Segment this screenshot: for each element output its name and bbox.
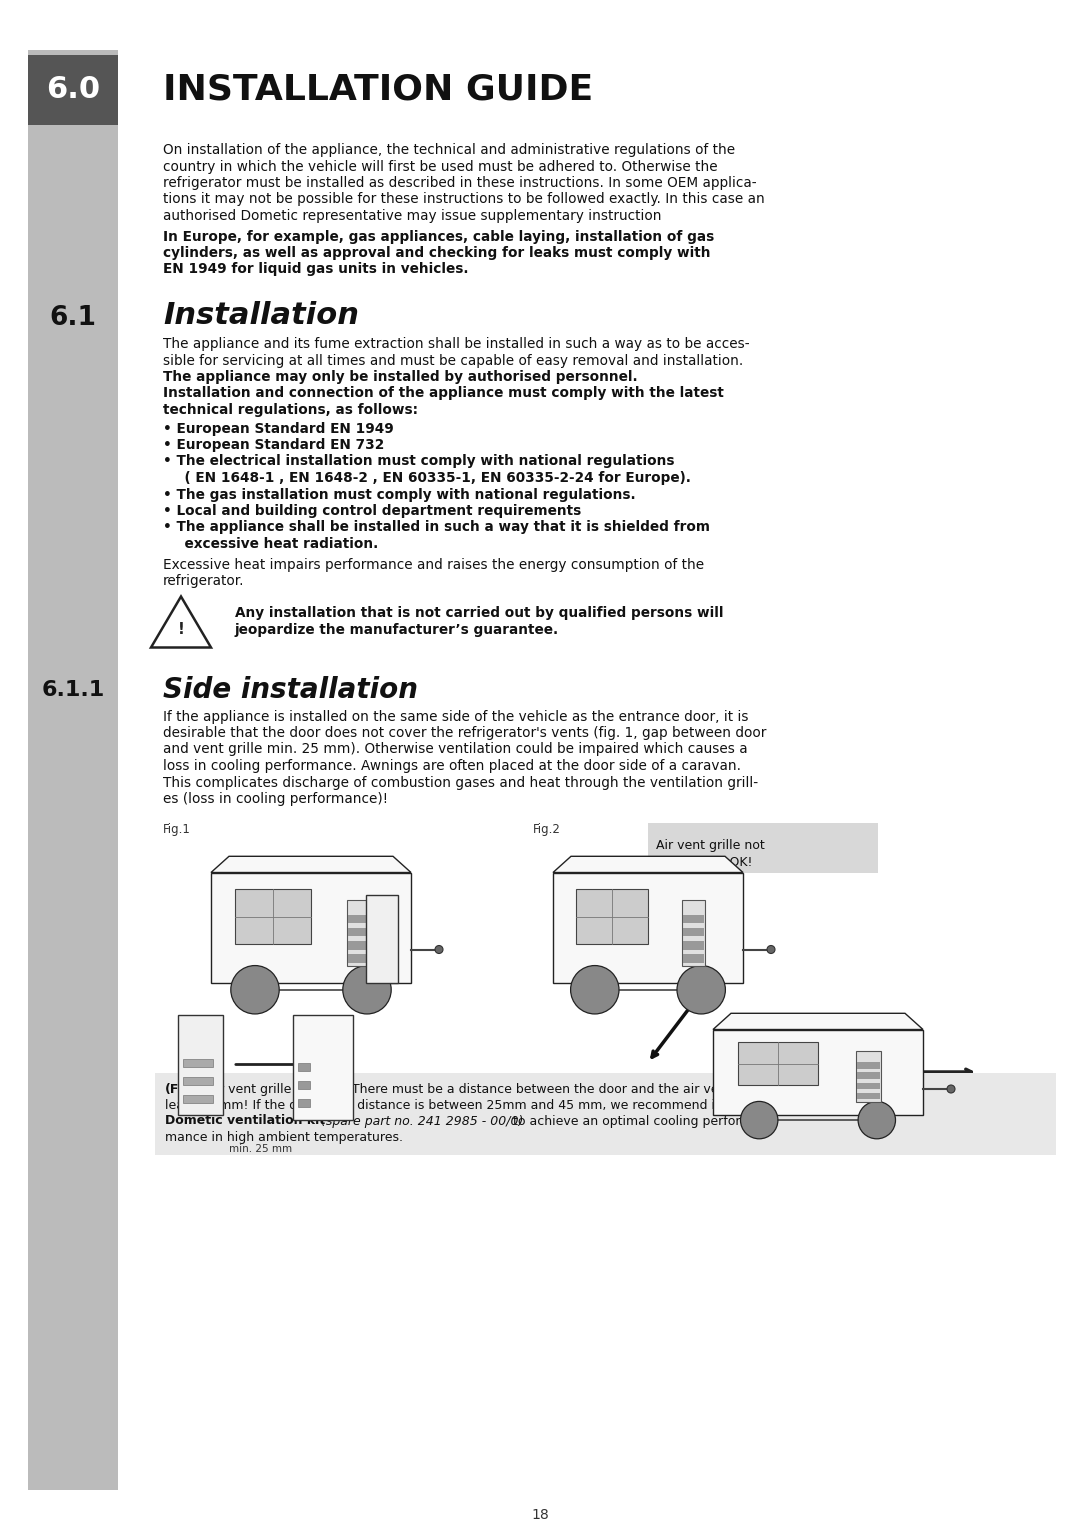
Text: !: ! xyxy=(177,622,185,637)
Text: jeopardize the manufacturer’s guarantee.: jeopardize the manufacturer’s guarantee. xyxy=(235,623,559,637)
Text: country in which the vehicle will first be used must be adhered to. Otherwise th: country in which the vehicle will first … xyxy=(163,159,717,174)
Text: • The gas installation must comply with national regulations.: • The gas installation must comply with … xyxy=(163,487,636,501)
Text: refrigerator.: refrigerator. xyxy=(163,575,244,588)
Circle shape xyxy=(677,966,726,1015)
FancyBboxPatch shape xyxy=(553,872,743,983)
Text: Installation and connection of the appliance must comply with the latest: Installation and connection of the appli… xyxy=(163,387,724,400)
Text: If the appliance is installed on the same side of the vehicle as the entrance do: If the appliance is installed on the sam… xyxy=(163,709,748,723)
Text: • The appliance shall be installed in such a way that it is shielded from: • The appliance shall be installed in su… xyxy=(163,521,710,535)
Text: 6.1: 6.1 xyxy=(50,306,96,332)
Text: loss in cooling performance. Awnings are often placed at the door side of a cara: loss in cooling performance. Awnings are… xyxy=(163,759,741,773)
Text: least 25 mm! If the door/grille distance is between 25mm and 45 mm, we recommend: least 25 mm! If the door/grille distance… xyxy=(165,1099,780,1111)
FancyBboxPatch shape xyxy=(856,1083,880,1089)
FancyBboxPatch shape xyxy=(684,941,704,949)
Text: tions it may not be possible for these instructions to be followed exactly. In t: tions it may not be possible for these i… xyxy=(163,193,765,206)
Text: to achieve an optimal cooling perfor-: to achieve an optimal cooling perfor- xyxy=(509,1114,744,1128)
Text: 18: 18 xyxy=(531,1508,549,1522)
Text: Excessive heat impairs performance and raises the energy consumption of the: Excessive heat impairs performance and r… xyxy=(163,558,704,571)
Text: • The electrical installation must comply with national regulations: • The electrical installation must compl… xyxy=(163,454,675,469)
FancyBboxPatch shape xyxy=(683,900,705,966)
Text: Air vent grille not: Air vent grille not xyxy=(656,839,765,851)
FancyBboxPatch shape xyxy=(856,1093,880,1099)
Text: 6.1.1: 6.1.1 xyxy=(41,680,105,700)
Text: EN 1949 for liquid gas units in vehicles.: EN 1949 for liquid gas units in vehicles… xyxy=(163,263,469,277)
FancyBboxPatch shape xyxy=(235,889,311,944)
FancyBboxPatch shape xyxy=(28,50,118,1490)
Text: min. 25 mm: min. 25 mm xyxy=(229,1144,292,1155)
Text: Installation: Installation xyxy=(163,301,359,330)
Circle shape xyxy=(342,966,391,1015)
FancyBboxPatch shape xyxy=(347,900,372,966)
Polygon shape xyxy=(553,856,743,872)
Text: cylinders, as well as approval and checking for leaks must comply with: cylinders, as well as approval and check… xyxy=(163,246,711,260)
Text: • European Standard EN 1949: • European Standard EN 1949 xyxy=(163,422,394,435)
Text: ( EN 1648-1 , EN 1648-2 , EN 60335-1, EN 60335-2-24 for Europe).: ( EN 1648-1 , EN 1648-2 , EN 60335-1, EN… xyxy=(175,471,691,484)
Text: Side installation: Side installation xyxy=(163,675,418,703)
Circle shape xyxy=(570,966,619,1015)
Text: authorised Dometic representative may issue supplementary instruction: authorised Dometic representative may is… xyxy=(163,209,661,223)
Text: Fig.2: Fig.2 xyxy=(534,822,561,836)
FancyBboxPatch shape xyxy=(293,1015,353,1120)
Text: Air vent grille blocked. There must be a distance between the door and the air v: Air vent grille blocked. There must be a… xyxy=(203,1082,770,1096)
Text: • European Standard EN 732: • European Standard EN 732 xyxy=(163,439,384,452)
Text: INSTALLATION GUIDE: INSTALLATION GUIDE xyxy=(163,73,593,107)
FancyBboxPatch shape xyxy=(348,941,370,949)
FancyBboxPatch shape xyxy=(178,1015,222,1114)
Text: 6.0: 6.0 xyxy=(46,75,100,104)
Text: blocked !    OK!: blocked ! OK! xyxy=(656,857,753,869)
Circle shape xyxy=(859,1102,895,1138)
Circle shape xyxy=(767,946,775,953)
Text: The appliance may only be installed by authorised personnel.: The appliance may only be installed by a… xyxy=(163,370,637,384)
FancyBboxPatch shape xyxy=(648,822,878,872)
FancyBboxPatch shape xyxy=(156,1073,1056,1155)
FancyBboxPatch shape xyxy=(298,1080,310,1088)
FancyBboxPatch shape xyxy=(183,1059,213,1067)
Circle shape xyxy=(741,1102,778,1138)
Text: and vent grille min. 25 mm). Otherwise ventilation could be impaired which cause: and vent grille min. 25 mm). Otherwise v… xyxy=(163,743,747,756)
Text: This complicates discharge of combustion gases and heat through the ventilation : This complicates discharge of combustion… xyxy=(163,776,758,790)
FancyBboxPatch shape xyxy=(348,927,370,937)
FancyBboxPatch shape xyxy=(348,915,370,923)
FancyBboxPatch shape xyxy=(684,927,704,937)
FancyBboxPatch shape xyxy=(366,894,399,983)
FancyBboxPatch shape xyxy=(183,1094,213,1103)
Text: refrigerator must be installed as described in these instructions. In some OEM a: refrigerator must be installed as descri… xyxy=(163,176,757,189)
Text: (Fig.1): (Fig.1) xyxy=(165,1082,212,1096)
Polygon shape xyxy=(211,856,411,872)
Circle shape xyxy=(947,1085,955,1093)
Text: es (loss in cooling performance)!: es (loss in cooling performance)! xyxy=(163,792,388,805)
FancyBboxPatch shape xyxy=(856,1062,880,1068)
Text: Dometic ventilation kit: Dometic ventilation kit xyxy=(165,1114,325,1128)
Text: mance in high ambient temperatures.: mance in high ambient temperatures. xyxy=(165,1131,403,1143)
FancyBboxPatch shape xyxy=(684,915,704,923)
Text: technical regulations, as follows:: technical regulations, as follows: xyxy=(163,403,418,417)
FancyBboxPatch shape xyxy=(211,872,411,983)
Circle shape xyxy=(231,966,280,1015)
Text: desirable that the door does not cover the refrigerator's vents (fig. 1, gap bet: desirable that the door does not cover t… xyxy=(163,726,767,740)
FancyBboxPatch shape xyxy=(684,955,704,963)
Text: • Local and building control department requirements: • Local and building control department … xyxy=(163,504,581,518)
FancyBboxPatch shape xyxy=(739,1042,818,1085)
FancyBboxPatch shape xyxy=(713,1030,923,1114)
Text: The appliance and its fume extraction shall be installed in such a way as to be : The appliance and its fume extraction sh… xyxy=(163,338,750,351)
FancyBboxPatch shape xyxy=(298,1099,310,1106)
FancyBboxPatch shape xyxy=(348,955,370,963)
Text: On installation of the appliance, the technical and administrative regulations o: On installation of the appliance, the te… xyxy=(163,144,735,157)
FancyBboxPatch shape xyxy=(576,889,648,944)
Text: (spare part no. 241 2985 - 00/0): (spare part no. 241 2985 - 00/0) xyxy=(318,1114,524,1128)
FancyBboxPatch shape xyxy=(298,1062,310,1071)
FancyBboxPatch shape xyxy=(856,1073,880,1079)
FancyBboxPatch shape xyxy=(855,1051,881,1102)
Circle shape xyxy=(435,946,443,953)
Text: excessive heat radiation.: excessive heat radiation. xyxy=(175,536,378,552)
Text: In Europe, for example, gas appliances, cable laying, installation of gas: In Europe, for example, gas appliances, … xyxy=(163,229,714,243)
FancyBboxPatch shape xyxy=(28,55,118,125)
Text: Any installation that is not carried out by qualified persons will: Any installation that is not carried out… xyxy=(235,607,724,620)
FancyBboxPatch shape xyxy=(183,1077,213,1085)
Polygon shape xyxy=(713,1013,923,1030)
Text: sible for servicing at all times and must be capable of easy removal and install: sible for servicing at all times and mus… xyxy=(163,353,743,368)
Text: Fig.1: Fig.1 xyxy=(163,822,191,836)
